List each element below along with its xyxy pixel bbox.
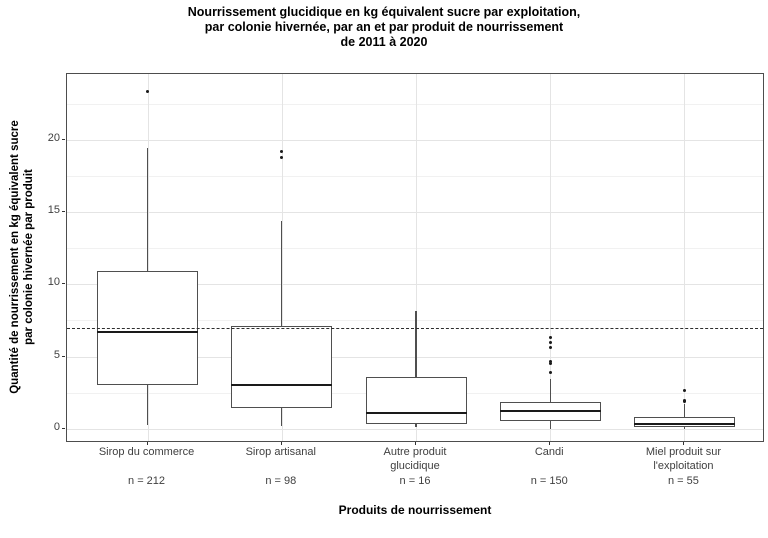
gridline-vertical (684, 74, 686, 441)
boxplot-lower-whisker (683, 427, 686, 429)
x-tick-mark (280, 442, 282, 445)
boxplot-upper-whisker (683, 404, 686, 418)
y-tick-label: 20 (47, 132, 60, 145)
x-category-label: Autre produit glucidique n = 16 (348, 446, 482, 489)
outlier-dot (548, 370, 552, 374)
gridline-minor (67, 320, 763, 322)
x-category-label: Candi n = 150 (482, 446, 616, 489)
x-axis-title: Produits de nourrissement (338, 503, 492, 517)
boxplot-median (499, 410, 601, 413)
x-tick-mark (549, 442, 551, 445)
boxplot-median (365, 411, 467, 414)
boxplot-median (97, 331, 199, 334)
chart-title-line-3: de 2011 à 2020 (340, 35, 428, 49)
gridline-minor (67, 248, 763, 250)
x-category-name: Candi (482, 446, 616, 475)
gridline-vertical (550, 74, 552, 441)
chart-title: Nourrissement glucidique en kg équivalen… (0, 5, 768, 50)
outlier-dot (548, 336, 552, 340)
gridline-major (67, 212, 763, 214)
x-category-name: Sirop artisanal (214, 446, 348, 475)
gridline-major (67, 284, 763, 286)
boxplot-upper-whisker (281, 221, 283, 327)
x-tick-mark (683, 442, 685, 445)
gridline-vertical (416, 74, 417, 441)
n-label: n = 150 (530, 475, 568, 487)
boxplot-upper-whisker (146, 147, 149, 272)
n-label: n = 16 (399, 475, 431, 487)
boxplot-box (231, 326, 333, 409)
chart-title-line-2: par colonie hivernée, par an et par prod… (204, 20, 564, 34)
boxplot-median (231, 383, 333, 386)
y-axis-title-line-2: par colonie hivernée par produit (23, 169, 35, 345)
x-category-name: Autre produit glucidique (348, 446, 482, 475)
y-axis-title-line-1: Quantité de nourrissement en kg équivale… (9, 120, 21, 394)
x-category-name-line: Candi (534, 446, 564, 458)
outlier-dot (146, 89, 150, 93)
y-tick-label: 15 (47, 204, 60, 217)
x-category-name: Sirop du commerce (80, 446, 214, 475)
gridline-minor (67, 104, 763, 106)
boxplot-lower-whisker (549, 421, 551, 429)
x-category-label: Sirop du commerce n = 212 (80, 446, 214, 489)
boxplot-upper-whisker (415, 311, 417, 377)
gridline-major (67, 140, 763, 142)
n-label: n = 212 (128, 475, 166, 487)
outlier-dot (548, 362, 552, 366)
x-category-name: Miel produit sur l'exploitation (616, 446, 750, 475)
gridline-minor (67, 176, 763, 178)
outlier-dot (548, 341, 552, 345)
boxplot-lower-whisker (146, 384, 149, 425)
boxplot-median (633, 423, 735, 426)
x-tick-mark (415, 442, 416, 445)
y-tick-label: 5 (53, 348, 60, 361)
boxplot-lower-whisker (415, 424, 417, 428)
y-tick-mark (62, 355, 65, 357)
x-category-name-line: Sirop du commerce (98, 446, 195, 458)
boxplot-box (365, 376, 467, 425)
gridline-major (67, 428, 763, 430)
n-label: n = 98 (265, 475, 297, 487)
boxplot-box (633, 417, 735, 428)
plot-panel (66, 73, 764, 442)
x-category-name-line: Sirop artisanal (245, 446, 316, 458)
outlier-dot (682, 388, 686, 392)
boxplot-upper-whisker (549, 378, 551, 402)
outlier-dot (548, 346, 552, 350)
y-axis-title: Quantité de nourrissement en kg équivale… (8, 42, 36, 472)
x-category-label: Miel produit sur l'exploitation n = 55 (616, 446, 750, 489)
x-category-name-line: l'exploitation (653, 459, 714, 472)
chart-title-line-1: Nourrissement glucidique en kg équivalen… (187, 5, 581, 19)
x-category-name-line: Miel produit sur (645, 446, 722, 458)
x-category-label: Sirop artisanal n = 98 (214, 446, 348, 489)
y-tick-label: 0 (53, 420, 60, 433)
x-category-name-line: Autre produit (383, 446, 447, 458)
outlier-dot (280, 156, 284, 160)
gridline-major (67, 356, 763, 358)
y-tick-mark (62, 427, 65, 429)
y-tick-mark (62, 283, 65, 285)
outlier-dot (280, 150, 284, 154)
n-label: n = 55 (668, 475, 699, 487)
boxplot-lower-whisker (281, 408, 283, 426)
reference-line (67, 327, 763, 329)
outlier-dot (548, 360, 552, 364)
y-tick-label: 10 (47, 276, 60, 289)
x-tick-mark (146, 442, 148, 445)
y-tick-mark (62, 211, 65, 213)
outlier-dot (682, 398, 686, 402)
x-category-name-line: glucidique (390, 459, 440, 472)
y-tick-mark (62, 139, 65, 141)
